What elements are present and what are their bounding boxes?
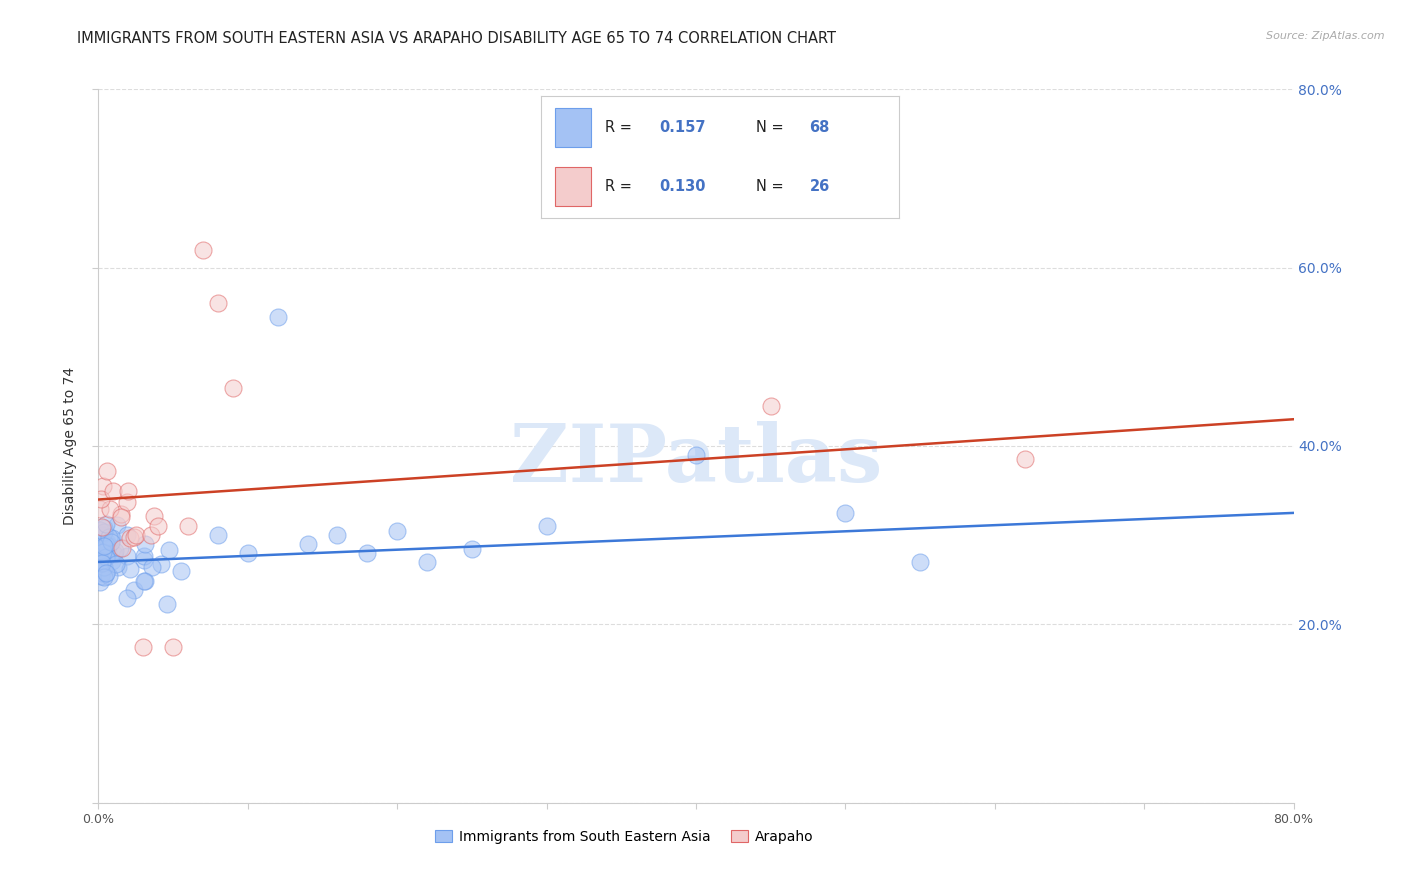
Point: [416, 555, 439, 569]
Point: [110, 510, 132, 524]
Point: [222, 381, 245, 395]
Point: [107, 560, 129, 574]
Point: [93, 521, 115, 535]
Y-axis label: Disability Age 65 to 74: Disability Age 65 to 74: [63, 367, 77, 525]
Point: [91, 556, 114, 570]
Point: [101, 554, 124, 568]
Point: [685, 448, 707, 462]
Point: [93, 559, 115, 574]
Text: Source: ZipAtlas.com: Source: ZipAtlas.com: [1267, 31, 1385, 41]
Text: ZIPatlas: ZIPatlas: [510, 421, 882, 500]
Point: [103, 547, 125, 561]
Point: [89, 552, 111, 566]
Point: [115, 528, 138, 542]
Point: [115, 549, 138, 563]
Point: [149, 558, 172, 572]
Point: [117, 494, 139, 508]
Point: [120, 561, 142, 575]
Point: [125, 528, 148, 542]
Point: [96, 549, 118, 564]
Point: [297, 537, 319, 551]
Point: [191, 243, 214, 257]
Point: [122, 530, 145, 544]
Point: [89, 502, 111, 516]
Point: [141, 559, 163, 574]
Point: [97, 545, 120, 559]
Text: IMMIGRANTS FROM SOUTH EASTERN ASIA VS ARAPAHO DISABILITY AGE 65 TO 74 CORRELATIO: IMMIGRANTS FROM SOUTH EASTERN ASIA VS AR…: [77, 31, 837, 46]
Point: [91, 566, 114, 580]
Point: [759, 399, 782, 413]
Point: [108, 541, 131, 555]
Point: [98, 569, 121, 583]
Point: [177, 519, 200, 533]
Point: [132, 640, 155, 654]
Point: [89, 544, 111, 558]
Point: [100, 531, 122, 545]
Point: [94, 538, 117, 552]
Point: [326, 528, 349, 542]
Point: [100, 535, 122, 549]
Point: [94, 545, 117, 559]
Point: [157, 543, 180, 558]
Point: [170, 564, 193, 578]
Point: [134, 574, 156, 588]
Point: [385, 524, 409, 538]
Point: [96, 464, 118, 478]
Point: [356, 546, 378, 560]
Point: [90, 554, 112, 568]
Point: [94, 566, 117, 580]
Point: [148, 519, 170, 533]
Point: [908, 555, 931, 569]
Point: [97, 538, 120, 552]
Point: [118, 531, 141, 545]
Point: [93, 570, 115, 584]
Legend: Immigrants from South Eastern Asia, Arapaho: Immigrants from South Eastern Asia, Arap…: [430, 824, 818, 849]
Point: [89, 574, 111, 589]
Point: [90, 537, 112, 551]
Point: [1014, 452, 1036, 467]
Point: [134, 537, 156, 551]
Point: [104, 557, 127, 571]
Point: [96, 538, 118, 552]
Point: [96, 534, 118, 549]
Point: [236, 546, 259, 560]
Point: [142, 508, 165, 523]
Point: [91, 478, 114, 492]
Point: [91, 544, 114, 558]
Point: [117, 483, 139, 498]
Point: [111, 541, 134, 555]
Point: [89, 556, 111, 570]
Point: [536, 519, 558, 533]
Point: [98, 501, 121, 516]
Point: [267, 310, 290, 324]
Point: [139, 528, 162, 542]
Point: [93, 539, 115, 553]
Point: [90, 519, 112, 533]
Point: [122, 582, 145, 597]
Point: [91, 528, 114, 542]
Point: [110, 508, 132, 522]
Point: [93, 524, 115, 539]
Point: [94, 566, 117, 581]
Point: [90, 568, 112, 582]
Point: [96, 549, 118, 564]
Point: [207, 528, 229, 542]
Point: [96, 542, 118, 557]
Point: [105, 518, 128, 533]
Point: [89, 523, 111, 537]
Point: [104, 543, 127, 558]
Point: [132, 553, 155, 567]
Point: [97, 530, 120, 544]
Point: [90, 491, 112, 506]
Point: [103, 483, 125, 498]
Point: [115, 591, 138, 605]
Point: [207, 296, 229, 310]
Point: [156, 598, 179, 612]
Point: [134, 549, 156, 564]
Point: [461, 541, 484, 556]
Point: [162, 640, 184, 654]
Point: [134, 574, 156, 589]
Point: [94, 516, 117, 531]
Point: [834, 506, 856, 520]
